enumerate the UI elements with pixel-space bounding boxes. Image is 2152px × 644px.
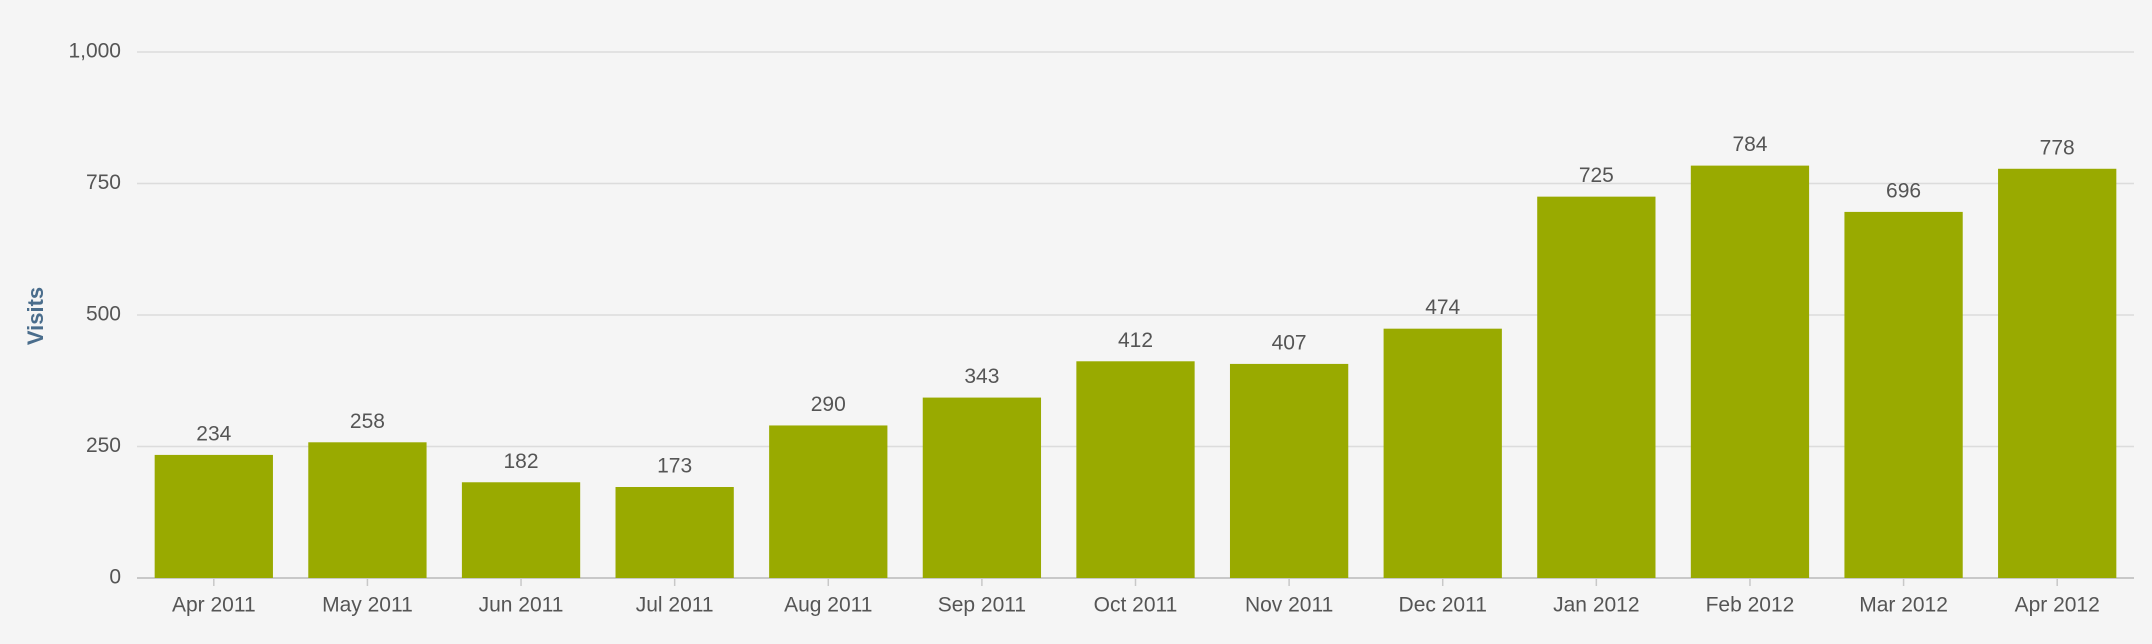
value-label: 784 [1732,133,1767,156]
bar [461,482,581,578]
x-tick-label: Mar 2012 [1859,594,1948,617]
value-label: 412 [1118,329,1153,352]
bar [922,397,1042,578]
y-tick-label: 250 [86,434,121,457]
x-tick-label: Apr 2012 [2015,594,2100,617]
x-tick-label: May 2011 [322,594,413,617]
value-label: 173 [657,455,692,478]
value-label: 725 [1579,164,1614,187]
bar [1383,328,1502,578]
value-label: 234 [196,422,231,445]
y-tick-label: 750 [86,171,121,194]
bar [769,425,888,578]
value-label: 696 [1886,179,1921,202]
value-label: 407 [1272,331,1307,354]
value-label: 182 [504,450,539,473]
bar [1690,165,1810,578]
x-tick-label: Apr 2011 [172,594,256,617]
value-label: 258 [350,410,385,433]
x-tick-label: Jun 2011 [479,594,564,617]
bar [1998,168,2117,578]
bar [1229,363,1349,578]
y-tick-label: 500 [86,303,121,326]
x-tick-label: Feb 2012 [1706,594,1795,617]
bar [1844,211,1963,579]
x-tick-label: Nov 2011 [1245,594,1333,617]
bar [1537,196,1656,578]
bar [154,454,273,578]
x-tick-label: Jan 2012 [1553,594,1639,617]
value-label: 474 [1425,296,1460,319]
bar [308,442,427,578]
bar [1076,361,1195,578]
bar [615,487,734,578]
x-tick-label: Dec 2011 [1399,594,1487,617]
x-tick-label: Jul 2011 [636,594,714,617]
x-tick-label: Aug 2011 [784,594,872,617]
value-label: 343 [964,365,999,388]
x-tick-label: Oct 2011 [1094,594,1178,617]
y-tick-label: 0 [109,566,121,589]
y-axis-title: Visits [23,287,48,345]
x-tick-label: Sep 2011 [938,594,1026,617]
value-label: 290 [811,393,846,416]
y-tick-label: 1,000 [68,40,121,63]
value-label: 778 [2040,136,2075,159]
